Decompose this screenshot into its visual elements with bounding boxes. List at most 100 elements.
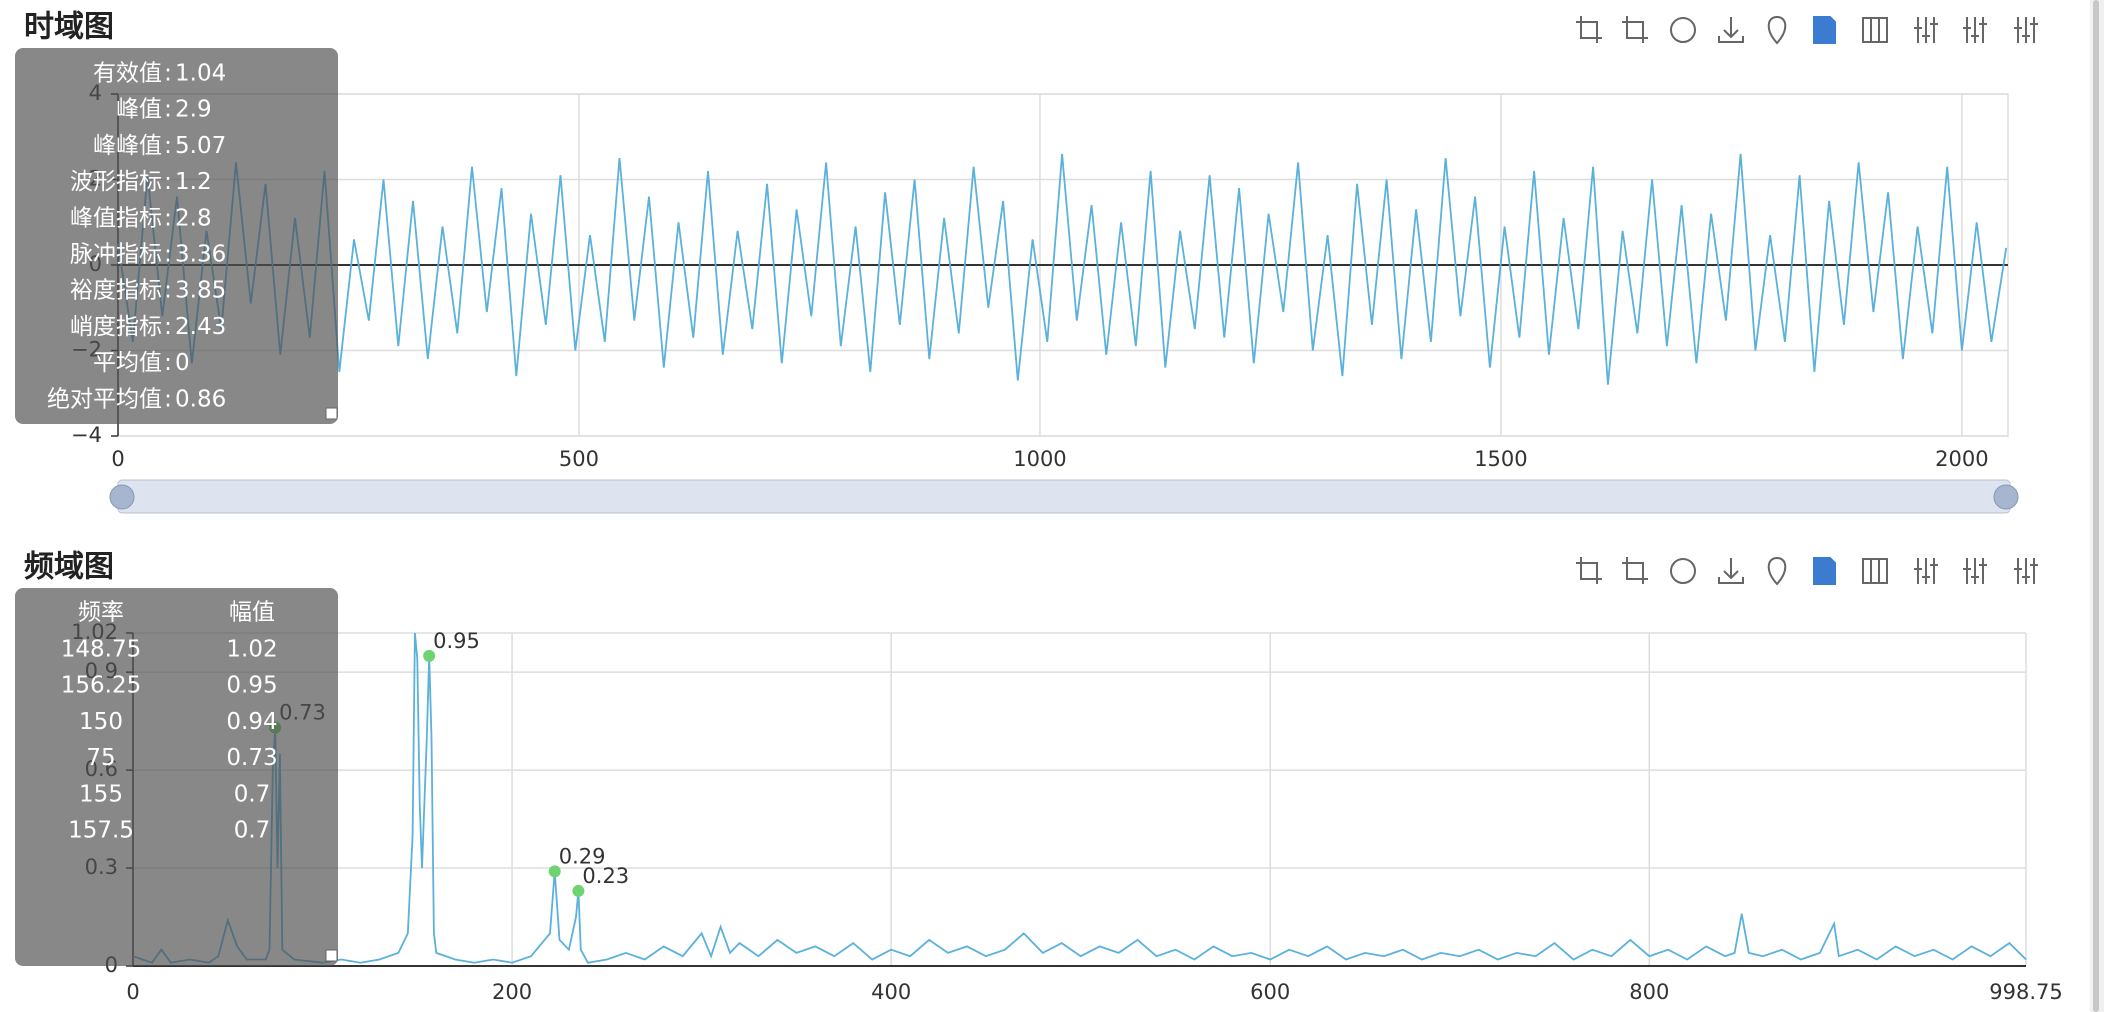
- toolbar-icon[interactable]: [1767, 15, 1787, 45]
- peak-label: 0.23: [582, 864, 629, 888]
- icon-shape: [1914, 17, 1938, 43]
- icon-shape: [1622, 16, 1648, 43]
- stat-name: 有效值: [93, 61, 162, 87]
- stat-value: 0: [175, 350, 190, 376]
- icon-shape: [1670, 17, 1696, 43]
- toolbar-icon[interactable]: [1622, 16, 1648, 43]
- peak-label: 0.95: [433, 629, 480, 653]
- resize-handle[interactable]: [325, 407, 338, 420]
- table-cell: 155: [79, 781, 123, 807]
- stat-value: 2.43: [175, 314, 226, 340]
- toolbar-icon[interactable]: [1914, 17, 1938, 43]
- toolbar-icon[interactable]: [1576, 557, 1602, 584]
- scrollbar-thumb[interactable]: [2093, 0, 2099, 1012]
- stat-name: 峰值指标: [70, 205, 162, 231]
- data-line: [117, 153, 2008, 385]
- table-cell: 0.73: [226, 745, 277, 771]
- icon-shape: [1963, 17, 1987, 43]
- zoom-slider[interactable]: [117, 479, 2011, 514]
- icon-shape: [1963, 558, 1987, 584]
- toolbar-icon[interactable]: [1670, 17, 1696, 43]
- stat-value: 0.86: [175, 386, 226, 412]
- stat-name: 峭度指标: [70, 314, 162, 340]
- toolbar-icon[interactable]: [1622, 557, 1648, 584]
- stat-separator: :: [164, 278, 172, 304]
- stat-separator: :: [164, 314, 172, 340]
- x-tick-label: 200: [492, 980, 532, 1004]
- x-tick-label: 0: [111, 447, 124, 471]
- x-tick-label: 0: [126, 980, 139, 1004]
- x-tick-label: 800: [1629, 980, 1669, 1004]
- x-tick-label: 998.75: [1989, 980, 2062, 1004]
- icon-shape: [1576, 557, 1602, 584]
- table-cell: 1.02: [226, 637, 277, 663]
- icon-shape: [1670, 558, 1696, 584]
- toolbar-icon[interactable]: [1963, 558, 1987, 584]
- stat-name: 波形指标: [70, 169, 162, 195]
- stat-value: 2.9: [175, 97, 212, 123]
- toolbar-icon[interactable]: [2014, 558, 2038, 584]
- icon-shape: [1813, 557, 1836, 585]
- table-cell: 150: [79, 709, 123, 735]
- chart-title: 时域图: [24, 10, 114, 45]
- overlay-panel: [15, 588, 338, 966]
- stat-value: 1.2: [175, 169, 212, 195]
- table-header: 幅值: [229, 600, 275, 626]
- x-tick-label: 600: [1250, 980, 1290, 1004]
- peak-marker: [572, 884, 585, 897]
- table-cell: 157.5: [68, 818, 134, 844]
- icon-shape: [1718, 17, 1744, 43]
- x-tick-label: 1000: [1013, 447, 1066, 471]
- toolbar-icon[interactable]: [1914, 558, 1938, 584]
- x-tick-label: 1500: [1474, 447, 1527, 471]
- icon-shape: [1767, 15, 1787, 45]
- data-line: [132, 632, 2027, 964]
- icon-shape: [2014, 558, 2038, 584]
- toolbar-icon[interactable]: [1813, 16, 1836, 44]
- icon-shape: [1767, 556, 1787, 586]
- overlay-panel: [15, 48, 338, 424]
- icon-shape: [1718, 558, 1744, 584]
- table-cell: 0.7: [234, 781, 271, 807]
- table-cell: 148.75: [61, 637, 141, 663]
- icon-shape: [1813, 16, 1836, 44]
- icon-shape: [1862, 17, 1888, 43]
- icon-shape: [1914, 558, 1938, 584]
- x-tick-label: 400: [871, 980, 911, 1004]
- table-cell: 0.95: [226, 673, 277, 699]
- stat-separator: :: [164, 133, 172, 159]
- stat-value: 3.85: [175, 278, 226, 304]
- toolbar-icon[interactable]: [1718, 17, 1744, 43]
- toolbar-icon[interactable]: [1670, 558, 1696, 584]
- stat-separator: :: [164, 350, 172, 376]
- table-cell: 75: [86, 745, 115, 771]
- x-tick-label: 500: [559, 447, 599, 471]
- toolbar-icon[interactable]: [1862, 17, 1888, 43]
- stat-value: 2.8: [175, 205, 212, 231]
- icon-shape: [1862, 558, 1888, 584]
- toolbar-icon[interactable]: [1963, 17, 1987, 43]
- toolbar-icon[interactable]: [1576, 16, 1602, 43]
- table-cell: 0.7: [234, 818, 271, 844]
- stat-separator: :: [164, 205, 172, 231]
- stat-value: 1.04: [175, 61, 226, 87]
- resize-handle[interactable]: [325, 949, 338, 962]
- toolbar-icon[interactable]: [1718, 558, 1744, 584]
- zoom-handle[interactable]: [1993, 484, 2019, 510]
- table-cell: 0.94: [226, 709, 277, 735]
- stat-name: 峰值: [116, 97, 162, 123]
- stat-separator: :: [164, 61, 172, 87]
- stat-separator: :: [164, 97, 172, 123]
- table-header: 频率: [78, 600, 124, 626]
- icon-shape: [2014, 17, 2038, 43]
- stat-separator: :: [164, 386, 172, 412]
- toolbar-icon[interactable]: [1767, 556, 1787, 586]
- stat-name: 绝对平均值: [47, 386, 162, 412]
- y-tick-label: −4: [71, 423, 102, 447]
- toolbar-icon[interactable]: [2014, 17, 2038, 43]
- icon-shape: [1576, 16, 1602, 43]
- toolbar-icon[interactable]: [1862, 558, 1888, 584]
- toolbar-icon[interactable]: [1813, 557, 1836, 585]
- zoom-handle[interactable]: [109, 484, 135, 510]
